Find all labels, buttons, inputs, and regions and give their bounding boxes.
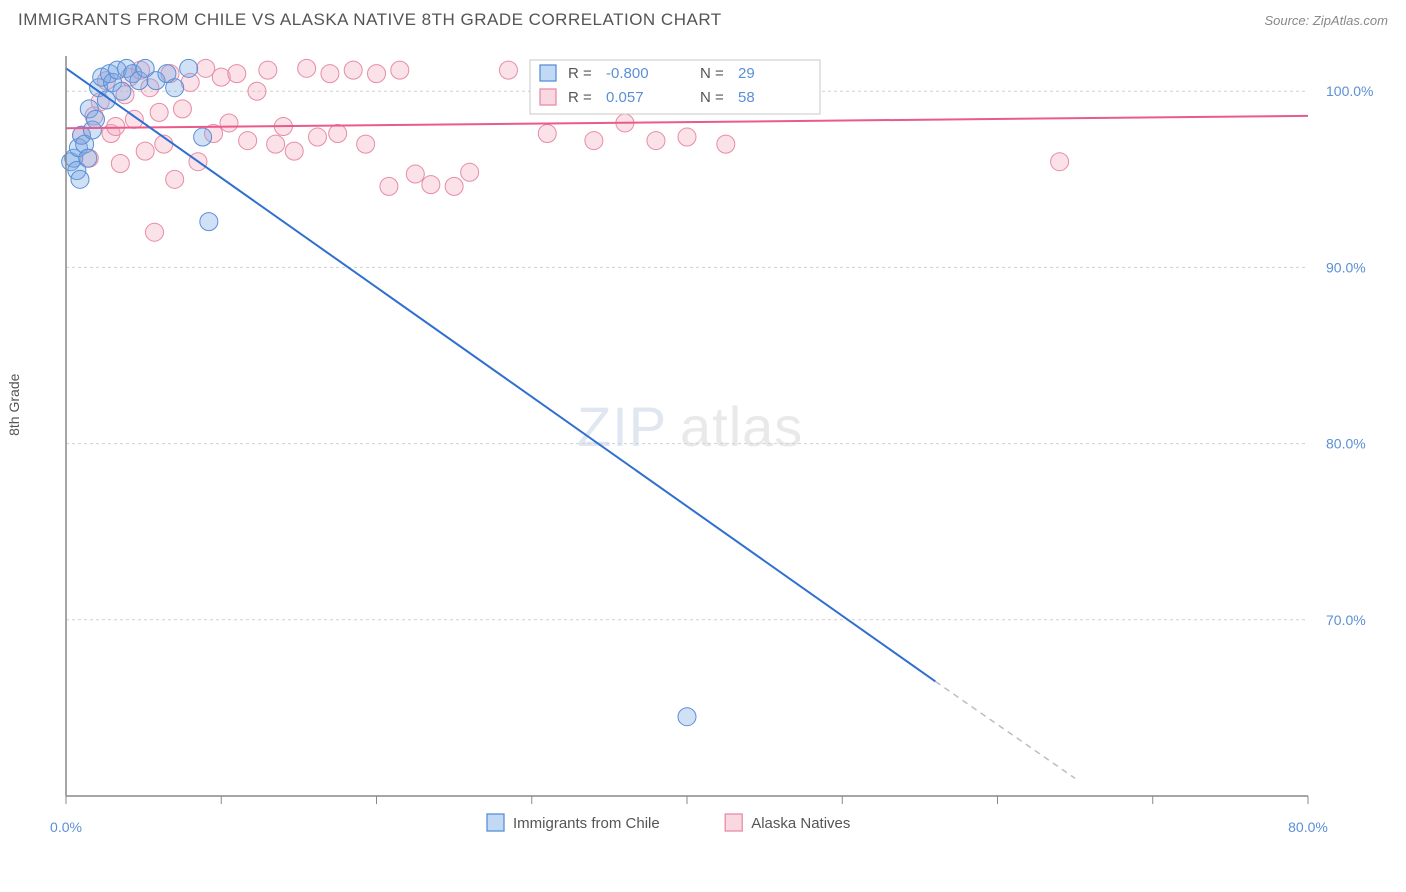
scatter-chart: 70.0% 80.0% 90.0% 100.0% ZIPatlas 0.0% 80.0% R … [18,44,1388,874]
svg-text:90.0%: 90.0% [1326,259,1366,275]
y-axis-label: 8th Grade [6,374,22,436]
data-point [445,177,463,195]
data-point [647,132,665,150]
legend-label: Immigrants from Chile [513,815,660,832]
svg-text:0.0%: 0.0% [50,819,82,835]
data-point [212,68,230,86]
data-point [111,154,129,172]
svg-text:58: 58 [738,89,755,106]
data-point [309,128,327,146]
legend-swatch [487,814,504,831]
data-point [267,135,285,153]
svg-text:100.0%: 100.0% [1326,83,1373,99]
data-point [391,61,409,79]
svg-text:70.0%: 70.0% [1326,612,1366,628]
svg-text:80.0%: 80.0% [1288,819,1328,835]
data-point [150,103,168,121]
data-point [321,65,339,83]
data-point [406,165,424,183]
data-point [461,163,479,181]
chart-container: 8th Grade 70.0%80.0%90.0%100.0%ZIPatlas0… [18,44,1388,874]
svg-text:R =: R = [568,89,592,106]
legend-label: Alaska Natives [751,815,850,832]
svg-text:ZIP: ZIP [577,395,667,458]
svg-text:0.057: 0.057 [606,89,644,106]
data-point [248,82,266,100]
regression-line-blue [66,68,935,681]
data-point [197,59,215,77]
data-point [86,110,104,128]
data-point [220,114,238,132]
svg-text:-0.800: -0.800 [606,65,649,82]
data-point [166,170,184,188]
data-point [166,79,184,97]
data-point [422,176,440,194]
data-point [678,128,696,146]
data-point [71,170,89,188]
data-point [344,61,362,79]
chart-title: IMMIGRANTS FROM CHILE VS ALASKA NATIVE 8… [18,10,722,30]
data-point [285,142,303,160]
data-point [1051,153,1069,171]
data-point [173,100,191,118]
data-point [239,132,257,150]
data-point [200,213,218,231]
data-point [357,135,375,153]
svg-text:80.0%: 80.0% [1326,436,1366,452]
source-credit: Source: ZipAtlas.com [1264,13,1388,28]
data-point [380,177,398,195]
data-point [107,117,125,135]
svg-text:R =: R = [568,65,592,82]
data-point [259,61,277,79]
data-point [136,142,154,160]
data-point [194,128,212,146]
legend-swatch [725,814,742,831]
data-point [678,708,696,726]
data-point [499,61,517,79]
svg-text:29: 29 [738,65,755,82]
svg-text:N =: N = [700,65,724,82]
data-point [368,65,386,83]
data-point [79,149,97,167]
regression-line-pink [66,116,1308,128]
regression-line-blue-extrap [935,681,1075,778]
data-point [113,82,131,100]
data-point [228,65,246,83]
svg-text:N =: N = [700,89,724,106]
data-point [717,135,735,153]
data-point [538,125,556,143]
svg-text:atlas: atlas [680,395,803,458]
data-point [298,59,316,77]
data-point [180,59,198,77]
data-point [585,132,603,150]
header-bar: IMMIGRANTS FROM CHILE VS ALASKA NATIVE 8… [0,0,1406,36]
data-point [329,125,347,143]
data-point [145,223,163,241]
